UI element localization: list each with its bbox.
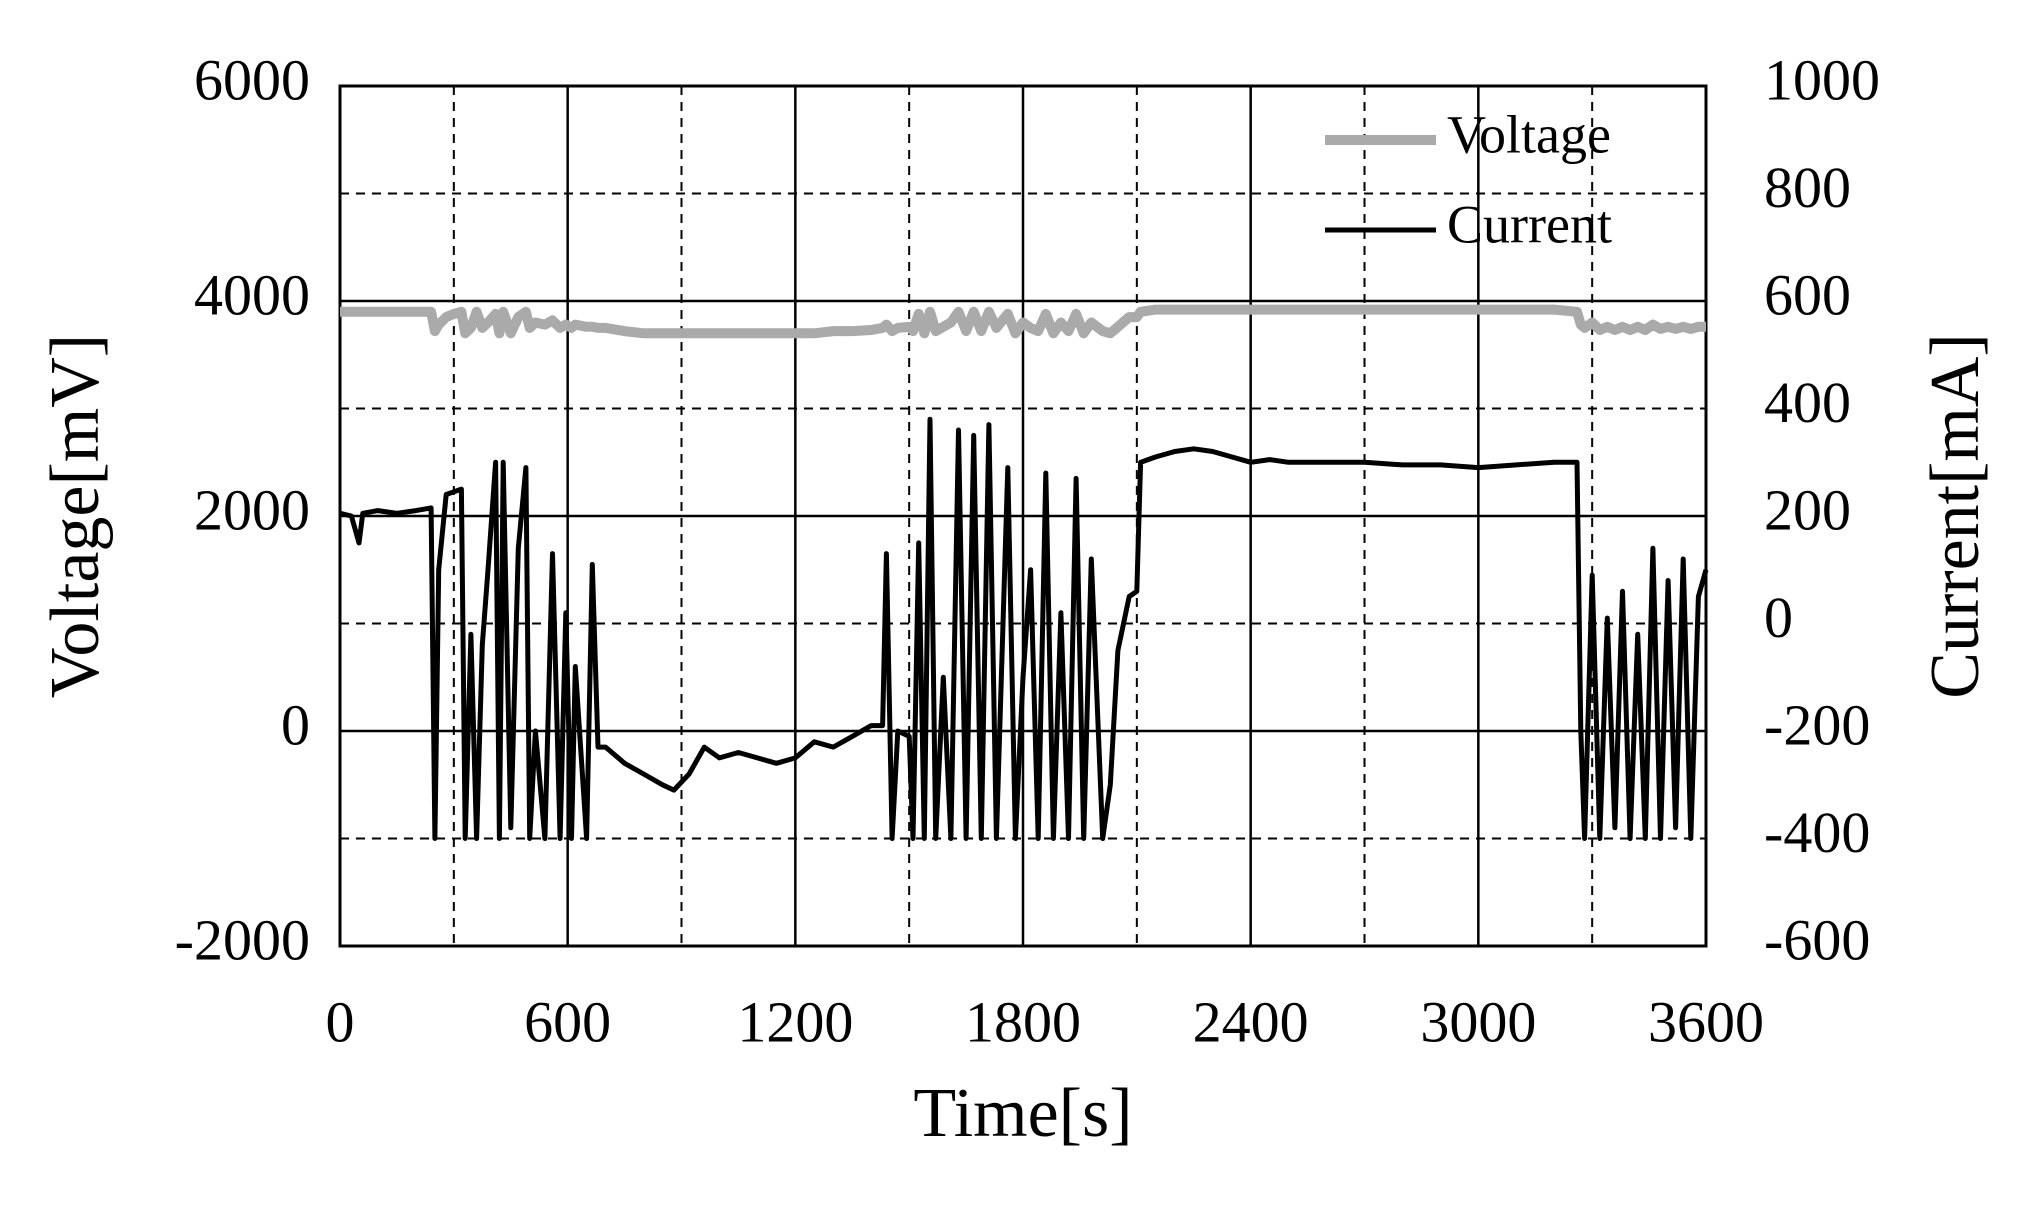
x-tick-label: 3000 [1420, 989, 1536, 1054]
y-tick-label: 2000 [194, 477, 310, 542]
y2-axis-title: Current[mA] [1917, 333, 1994, 698]
y2-tick-label: 600 [1764, 262, 1851, 327]
x-tick-label: 3600 [1648, 989, 1764, 1054]
y-tick-label: 0 [281, 692, 310, 757]
x-tick-label: 1200 [737, 989, 853, 1054]
series-line [339, 416, 1709, 841]
x-axis-title: Time[s] [913, 1075, 1132, 1152]
y2-tick-label: 400 [1764, 370, 1851, 435]
y2-tick-label: 800 [1764, 155, 1851, 220]
legend-label: Current [1447, 194, 1612, 254]
x-tick-label: 0 [326, 989, 355, 1054]
y2-tick-label: -600 [1764, 907, 1870, 972]
plot-frame [338, 84, 1708, 948]
legend-label: Voltage [1447, 104, 1611, 164]
y-axis-title: Voltage[mV] [37, 334, 114, 698]
y2-tick-label: -400 [1764, 800, 1870, 865]
y2-tick-label: 0 [1764, 585, 1793, 650]
y-tick-label: -2000 [175, 907, 310, 972]
x-tick-label: 2400 [1193, 989, 1309, 1054]
y-tick-label: 6000 [194, 47, 310, 112]
x-tick-label: 1800 [965, 989, 1081, 1054]
y2-tick-label: -200 [1764, 692, 1870, 757]
legend: Voltage Current [1325, 104, 1612, 254]
y-tick-label: 4000 [194, 262, 310, 327]
y2-tick-label: 200 [1764, 477, 1851, 542]
x-tick-label: 600 [524, 989, 611, 1054]
y2-tick-label: 1000 [1764, 47, 1880, 112]
series-line [340, 304, 1706, 339]
